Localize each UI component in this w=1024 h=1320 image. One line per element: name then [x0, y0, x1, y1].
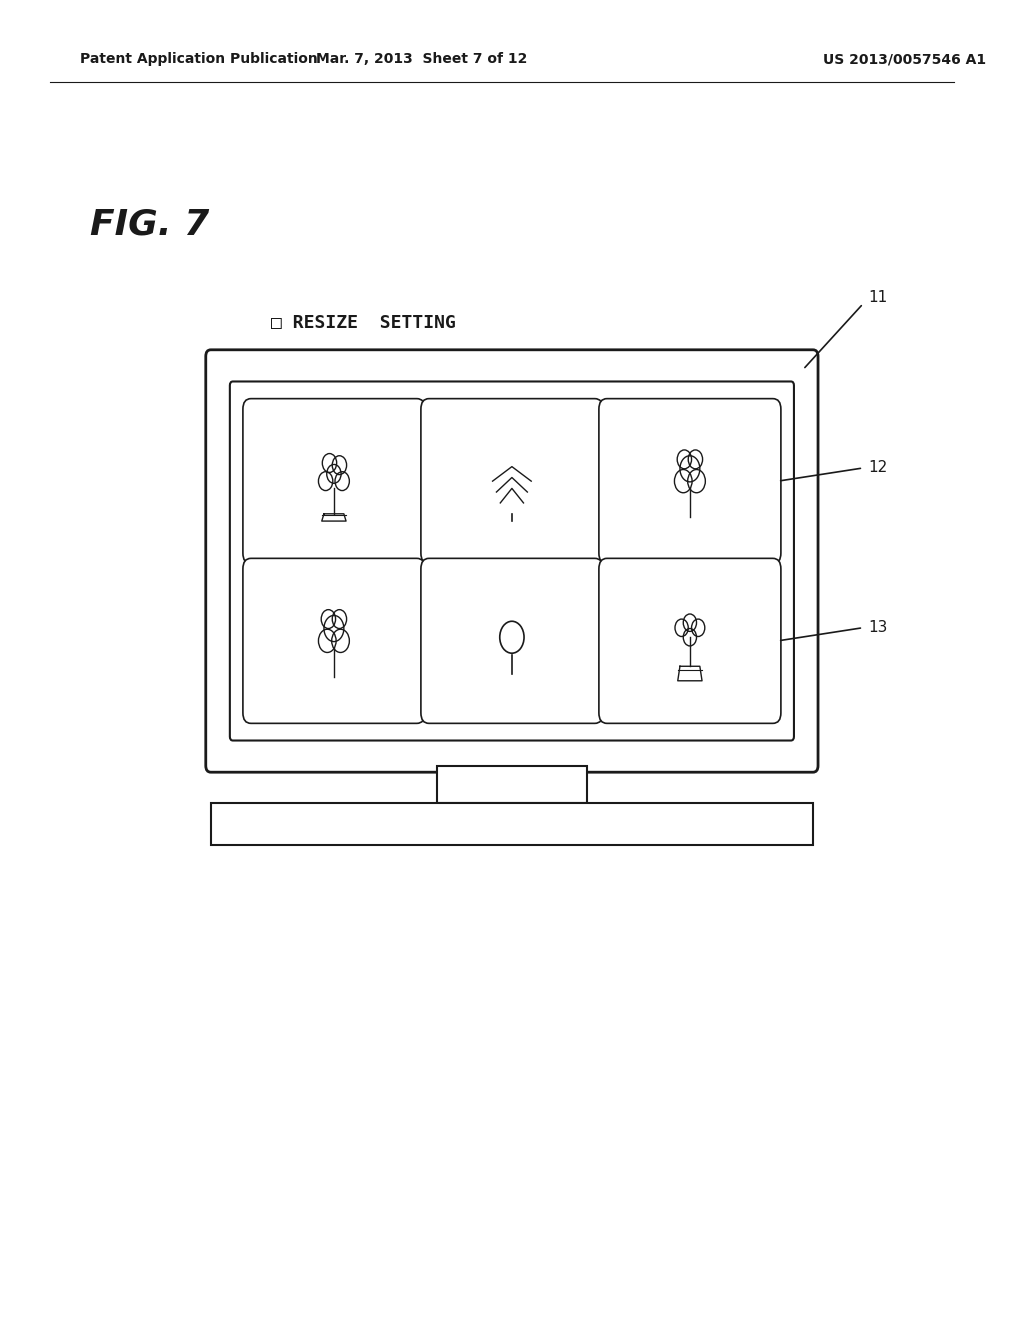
- Text: 12: 12: [868, 461, 888, 475]
- FancyBboxPatch shape: [421, 558, 603, 723]
- Text: Patent Application Publication: Patent Application Publication: [80, 53, 318, 66]
- FancyBboxPatch shape: [599, 558, 781, 723]
- Text: FIG. 7: FIG. 7: [90, 207, 210, 242]
- FancyBboxPatch shape: [599, 399, 781, 564]
- Bar: [211, 803, 813, 845]
- Text: Mar. 7, 2013  Sheet 7 of 12: Mar. 7, 2013 Sheet 7 of 12: [315, 53, 527, 66]
- FancyBboxPatch shape: [206, 350, 818, 772]
- Text: 11: 11: [868, 289, 888, 305]
- Text: 13: 13: [868, 620, 888, 635]
- FancyBboxPatch shape: [421, 399, 603, 564]
- FancyBboxPatch shape: [243, 558, 425, 723]
- Bar: [436, 766, 587, 803]
- FancyBboxPatch shape: [229, 381, 794, 741]
- Text: US 2013/0057546 A1: US 2013/0057546 A1: [823, 53, 986, 66]
- Text: □ RESIZE  SETTING: □ RESIZE SETTING: [271, 314, 456, 333]
- FancyBboxPatch shape: [243, 399, 425, 564]
